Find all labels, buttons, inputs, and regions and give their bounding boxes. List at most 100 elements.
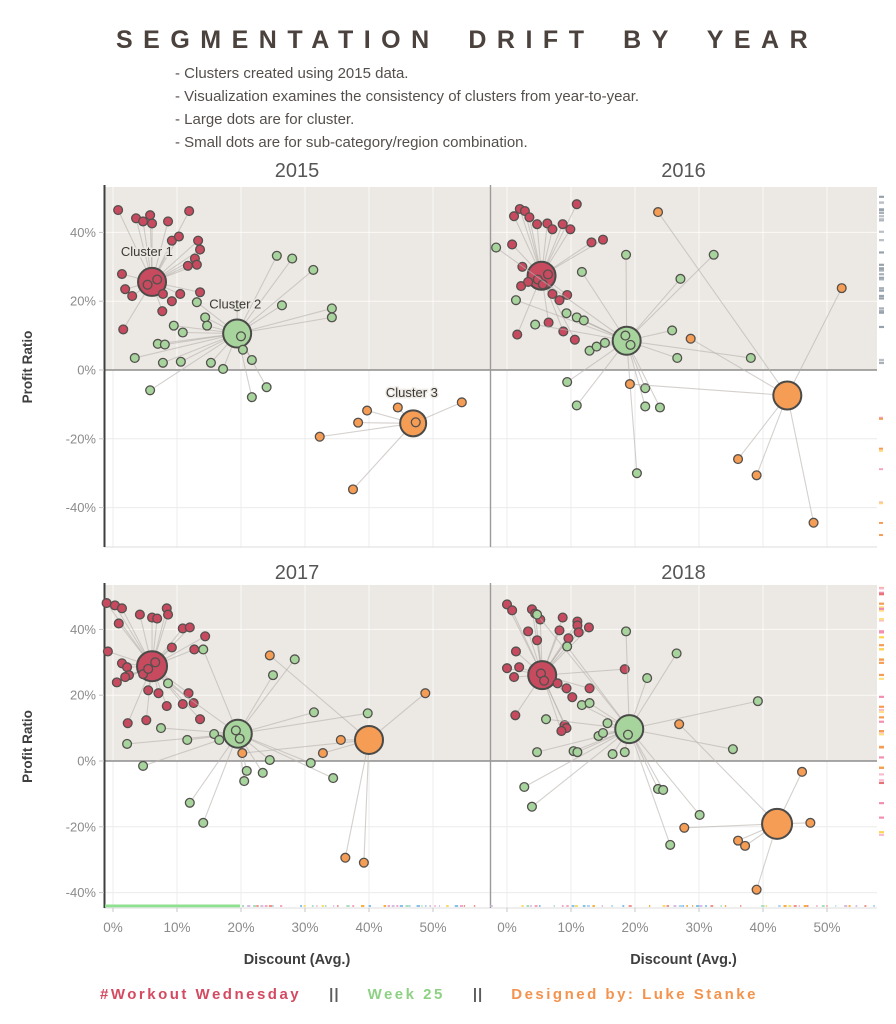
data-point[interactable] [652, 207, 664, 218]
data-point[interactable] [562, 641, 573, 652]
data-point[interactable] [122, 718, 133, 729]
data-point[interactable] [571, 199, 582, 210]
data-point[interactable] [622, 729, 634, 740]
data-point[interactable] [625, 339, 636, 350]
data-point[interactable] [631, 468, 642, 479]
data-point[interactable] [567, 692, 578, 703]
data-point[interactable] [120, 284, 131, 295]
data-point[interactable] [501, 663, 513, 674]
data-point[interactable] [326, 303, 337, 314]
data-point[interactable] [547, 224, 558, 235]
data-point[interactable] [276, 300, 288, 311]
data-point[interactable] [519, 781, 530, 793]
data-point[interactable] [685, 333, 696, 344]
data-point[interactable] [599, 337, 610, 348]
data-point[interactable] [572, 747, 583, 758]
data-point[interactable] [189, 644, 200, 655]
data-point[interactable] [118, 324, 129, 335]
data-point[interactable] [561, 683, 572, 694]
data-point[interactable] [111, 677, 122, 688]
data-point[interactable] [246, 354, 257, 366]
data-point[interactable] [562, 376, 573, 388]
data-point[interactable] [175, 288, 186, 300]
data-point[interactable] [620, 249, 632, 260]
data-point[interactable] [287, 253, 298, 264]
data-point[interactable] [308, 264, 319, 275]
data-point[interactable] [152, 613, 163, 624]
data-point[interactable] [328, 773, 339, 784]
data-point[interactable] [218, 363, 229, 375]
data-point[interactable] [563, 633, 574, 644]
data-point[interactable] [127, 290, 138, 302]
data-point[interactable] [532, 747, 543, 758]
data-point[interactable] [261, 382, 272, 393]
data-point[interactable] [597, 234, 609, 245]
data-point[interactable] [198, 817, 209, 828]
data-point[interactable] [708, 249, 719, 260]
data-point[interactable] [168, 320, 179, 331]
data-point[interactable] [150, 657, 161, 668]
data-point[interactable] [561, 308, 572, 319]
data-point[interactable] [620, 330, 631, 341]
data-point[interactable] [558, 326, 569, 337]
data-point[interactable] [751, 470, 762, 481]
cluster-center-dot[interactable] [354, 724, 384, 755]
data-point[interactable] [230, 725, 241, 736]
data-point[interactable] [205, 357, 216, 368]
data-point[interactable] [358, 857, 369, 868]
data-point[interactable] [184, 622, 195, 633]
data-point[interactable] [526, 801, 538, 812]
data-point[interactable] [420, 688, 431, 699]
data-point[interactable] [159, 339, 170, 350]
data-point[interactable] [571, 400, 582, 411]
cluster-center-dot[interactable] [761, 807, 794, 840]
data-point[interactable] [239, 776, 250, 787]
data-point[interactable] [142, 279, 153, 290]
data-point[interactable] [667, 325, 678, 336]
data-point[interactable] [145, 385, 156, 396]
data-point[interactable] [157, 357, 168, 368]
data-point[interactable] [347, 484, 359, 495]
data-point[interactable] [353, 417, 364, 428]
data-point[interactable] [675, 273, 686, 284]
data-point[interactable] [727, 744, 738, 755]
data-point[interactable] [654, 402, 666, 413]
data-point[interactable] [175, 356, 186, 367]
data-point[interactable] [193, 235, 204, 246]
data-point[interactable] [674, 719, 685, 730]
data-point[interactable] [542, 269, 554, 280]
data-point[interactable] [101, 598, 112, 609]
data-point[interactable] [619, 747, 630, 758]
data-point[interactable] [235, 331, 247, 342]
data-point[interactable] [512, 329, 523, 340]
data-point[interactable] [510, 646, 522, 657]
data-point[interactable] [184, 797, 195, 808]
data-point[interactable] [597, 727, 609, 739]
data-point[interactable] [732, 835, 744, 846]
data-point[interactable] [554, 295, 565, 306]
data-point[interactable] [162, 216, 174, 227]
data-point[interactable] [113, 618, 124, 629]
data-point[interactable] [122, 738, 133, 749]
data-point[interactable] [642, 673, 653, 684]
data-point[interactable] [532, 635, 543, 646]
data-point[interactable] [524, 212, 535, 223]
data-point[interactable] [173, 231, 184, 242]
data-point[interactable] [607, 749, 618, 760]
data-point[interactable] [665, 839, 676, 850]
data-point[interactable] [146, 218, 158, 229]
data-point[interactable] [161, 701, 172, 712]
data-point[interactable] [116, 268, 128, 280]
data-point[interactable] [194, 287, 206, 298]
data-point[interactable] [508, 672, 520, 683]
data-point[interactable] [138, 760, 149, 771]
data-point[interactable] [143, 663, 154, 674]
data-point[interactable] [305, 757, 316, 769]
data-point[interactable] [166, 642, 177, 653]
data-point[interactable] [200, 312, 211, 323]
cluster-center-dot[interactable] [614, 714, 645, 745]
data-point[interactable] [177, 327, 188, 338]
data-point[interactable] [808, 517, 819, 528]
data-point[interactable] [153, 688, 164, 699]
data-point[interactable] [326, 312, 337, 323]
